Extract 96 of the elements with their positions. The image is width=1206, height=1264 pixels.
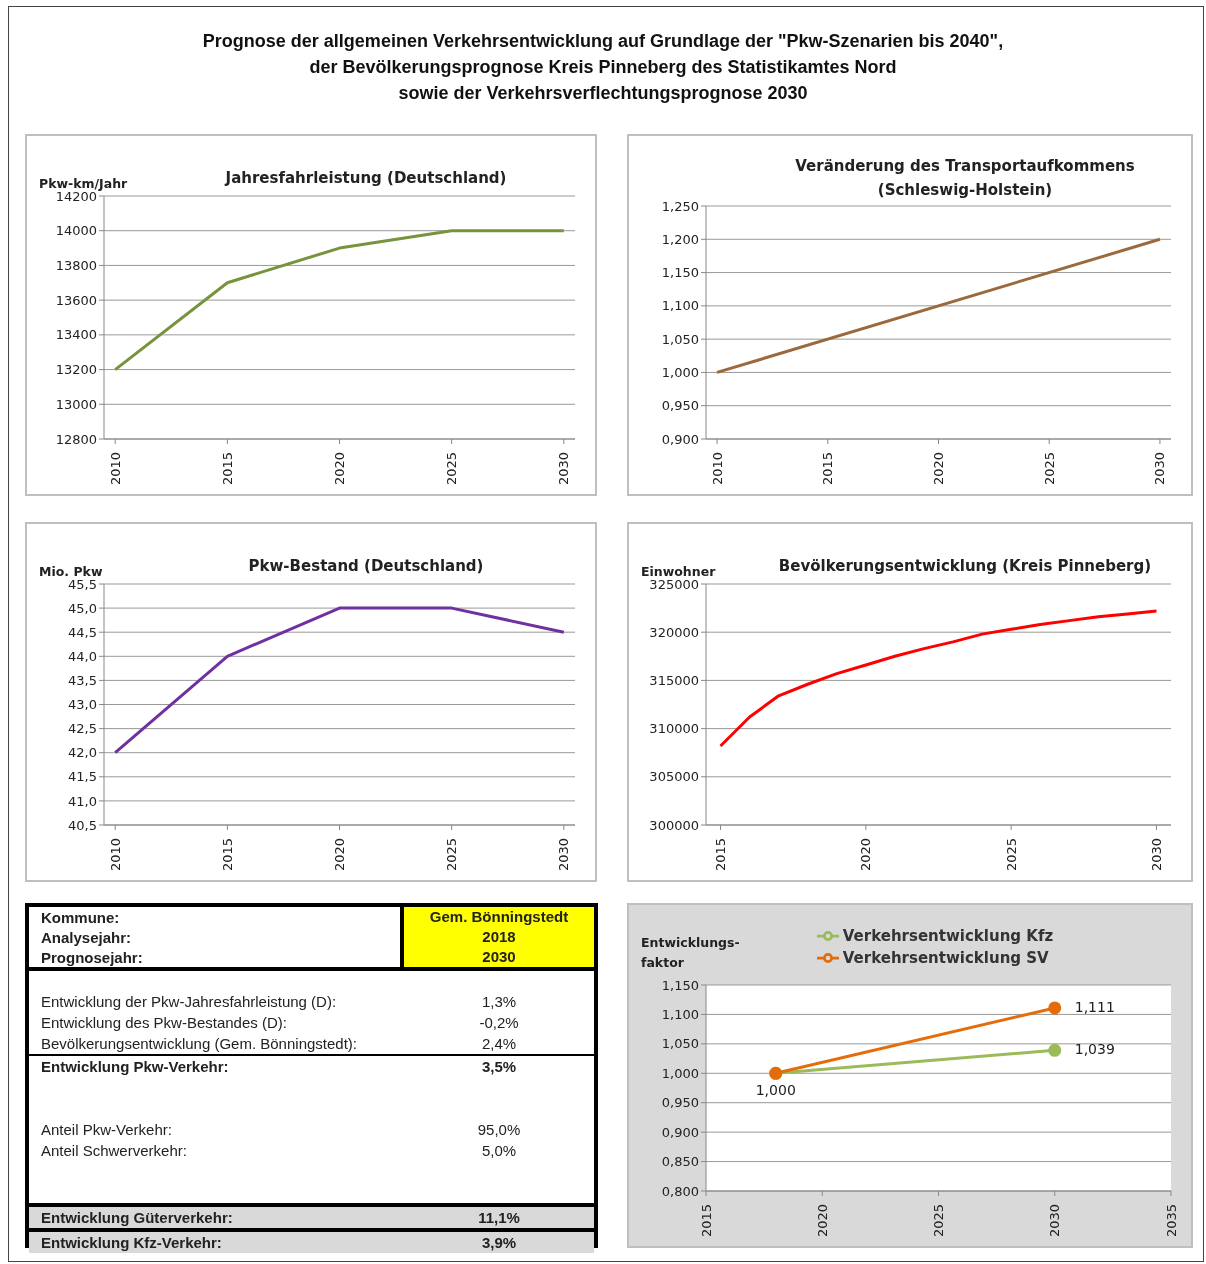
text: 1,3% xyxy=(480,993,518,1010)
y-tick-label: 1,050 xyxy=(661,1036,699,1052)
data-label: 1,039 xyxy=(1074,1041,1115,1058)
text: 2018 xyxy=(400,927,594,947)
x-tick-label: 2025 xyxy=(1003,838,1019,872)
y-tick-label: 41,5 xyxy=(68,769,97,785)
x-tick-label: 2015 xyxy=(219,452,235,486)
text: Kommune: xyxy=(40,908,121,926)
text: 5,0% xyxy=(480,1142,518,1159)
x-tick-label: 2010 xyxy=(709,452,725,486)
y-axis-title: Entwicklungs- faktor xyxy=(641,934,740,972)
text: 2030 xyxy=(400,947,594,967)
text: Gem. Bönningstedt xyxy=(400,907,594,927)
y-tick-label: 13200 xyxy=(55,362,97,378)
text: Entwicklung Güterverkehr: xyxy=(40,1209,234,1226)
text: 3,5% xyxy=(480,1058,518,1075)
x-tick-label: 2030 xyxy=(556,452,572,486)
x-tick-label: 2020 xyxy=(332,838,348,872)
chart-title: Veränderung des Transportaufkommens (Schleswig-Holstein) xyxy=(794,156,1136,201)
x-tick-label: 2030 xyxy=(556,838,572,872)
text: 95,0% xyxy=(476,1121,522,1138)
x-tick-label: 2020 xyxy=(858,838,874,872)
legend-label: Verkehrsentwicklung SV xyxy=(842,948,1049,967)
y-tick-label: 12800 xyxy=(55,431,97,447)
data-label: 1,000 xyxy=(755,1082,796,1099)
chart-title: Pkw-Bestand (Deutschland) xyxy=(247,556,485,577)
x-tick-label: 2010 xyxy=(107,838,123,872)
chart-title: Jahresfahrleistung (Deutschland) xyxy=(223,168,508,189)
y-tick-label: 13000 xyxy=(55,396,97,412)
y-tick-label: 0,950 xyxy=(661,398,699,414)
y-tick-label: 42,5 xyxy=(68,721,97,737)
text: Analysejahr: xyxy=(40,928,133,946)
y-tick-label: 305000 xyxy=(649,769,699,785)
text: 3,9% xyxy=(480,1234,518,1251)
y-tick-label: 0,950 xyxy=(661,1095,699,1111)
x-tick-label: 2030 xyxy=(1149,838,1165,872)
x-tick-label: 2030 xyxy=(1047,1204,1063,1238)
x-tick-label: 2025 xyxy=(1041,452,1057,486)
y-tick-label: 0,800 xyxy=(661,1183,699,1199)
x-tick-label: 2020 xyxy=(931,452,947,486)
y-tick-label: 41,0 xyxy=(68,793,97,809)
x-tick-label: 2020 xyxy=(332,452,348,486)
y-tick-label: 1,150 xyxy=(661,977,699,993)
text: Prognose der allgemeinen Verkehrsentwicklung auf Grundlage der "Pkw-Szenarien bis 2040", der Bevölkerungsprognose Kreis Pinneberg des Statistikamtes Nord sowie der Verkehrsverflechtungsprognose 2030 xyxy=(201,30,1005,105)
y-tick-label: 300000 xyxy=(649,817,699,833)
text: Anteil Pkw-Verkehr: xyxy=(40,1121,173,1138)
y-tick-label: 315000 xyxy=(649,673,699,689)
y-tick-label: 44,0 xyxy=(68,648,97,664)
y-tick-label: 320000 xyxy=(649,624,699,640)
y-tick-label: 1,050 xyxy=(661,331,699,347)
text: 11,1% xyxy=(477,1209,521,1226)
x-tick-label: 2035 xyxy=(1163,1204,1179,1238)
y-tick-label: 13800 xyxy=(55,258,97,274)
y-tick-label: 45,0 xyxy=(68,600,97,616)
x-tick-label: 2015 xyxy=(713,838,729,872)
text: 2,4% xyxy=(480,1035,518,1052)
x-tick-label: 2025 xyxy=(931,1204,947,1238)
y-tick-label: 42,0 xyxy=(68,745,97,761)
legend-label: Verkehrsentwicklung Kfz xyxy=(842,926,1054,945)
y-tick-label: 14000 xyxy=(55,223,97,239)
y-tick-label: 1,100 xyxy=(661,298,699,314)
y-axis-title: Pkw-km/Jahr xyxy=(39,175,128,192)
y-tick-label: 44,5 xyxy=(68,624,97,640)
x-tick-label: 2015 xyxy=(698,1204,714,1238)
text: Entwicklung des Pkw-Bestandes (D): xyxy=(40,1014,288,1031)
text: Bevölkerungsentwicklung (Gem. Bönningstedt): xyxy=(40,1035,358,1052)
y-tick-label: 310000 xyxy=(649,721,699,737)
text: Entwicklung der Pkw-Jahresfahrleistung (D): xyxy=(40,993,338,1010)
x-tick-label: 2025 xyxy=(444,838,460,872)
y-tick-label: 0,900 xyxy=(661,1124,699,1140)
y-tick-label: 1,250 xyxy=(661,198,699,214)
x-tick-label: 2015 xyxy=(820,452,836,486)
y-tick-label: 1,000 xyxy=(661,1065,699,1081)
y-tick-label: 13400 xyxy=(55,327,97,343)
x-tick-label: 2015 xyxy=(219,838,235,872)
text: -0,2% xyxy=(478,1014,520,1031)
text: Anteil Schwerverkehr: xyxy=(40,1142,188,1159)
y-tick-label: 43,0 xyxy=(68,697,97,713)
data-label: 1,111 xyxy=(1074,998,1115,1015)
text: Prognosejahr: xyxy=(40,948,144,966)
x-tick-label: 2025 xyxy=(444,452,460,486)
y-tick-label: 0,900 xyxy=(661,431,699,447)
text: Entwicklung Kfz-Verkehr: xyxy=(40,1234,223,1251)
chart-title: Bevölkerungsentwicklung (Kreis Pinneberg) xyxy=(777,556,1153,577)
y-tick-label: 1,150 xyxy=(661,265,699,281)
y-tick-label: 13600 xyxy=(55,292,97,308)
text: Entwicklung Pkw-Verkehr: xyxy=(40,1058,230,1075)
y-tick-label: 1,100 xyxy=(661,1007,699,1023)
x-tick-label: 2010 xyxy=(107,452,123,486)
y-tick-label: 43,5 xyxy=(68,673,97,689)
y-tick-label: 0,850 xyxy=(661,1154,699,1170)
x-tick-label: 2030 xyxy=(1152,452,1168,486)
y-tick-label: 1,000 xyxy=(661,365,699,381)
y-tick-label: 40,5 xyxy=(68,817,97,833)
x-tick-label: 2020 xyxy=(814,1204,830,1238)
y-tick-label: 1,200 xyxy=(661,231,699,247)
